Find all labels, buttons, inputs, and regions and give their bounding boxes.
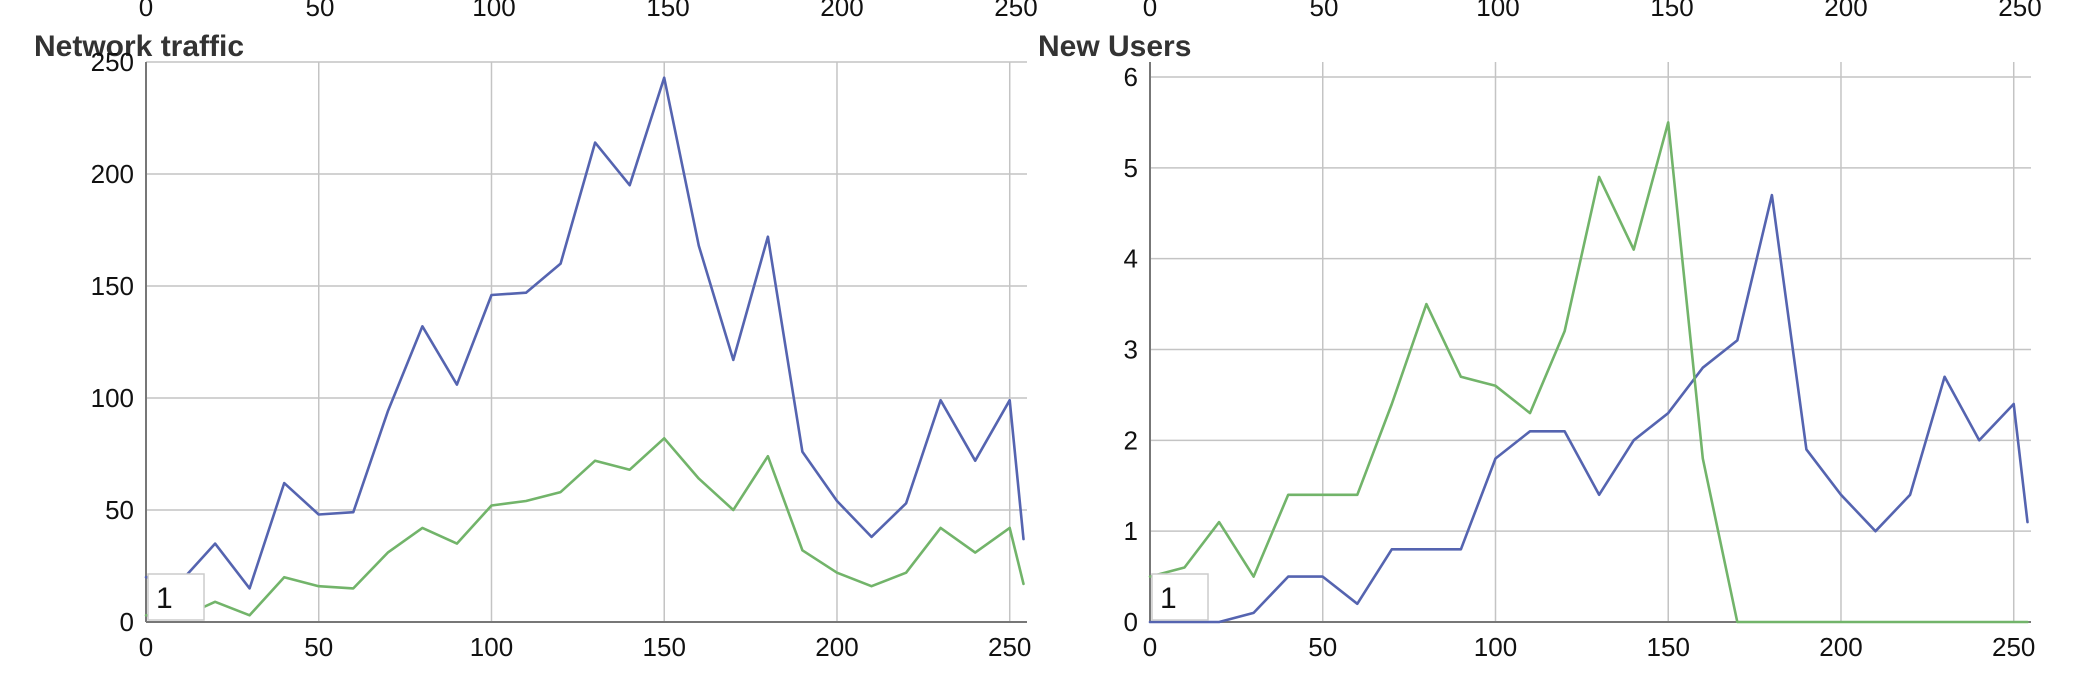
x-tick-label: 150 bbox=[643, 632, 686, 662]
top-x-tick-label: 200 bbox=[820, 0, 863, 22]
y-tick-label: 250 bbox=[91, 47, 134, 77]
axes bbox=[1149, 62, 2031, 623]
series-line-1 bbox=[144, 76, 1025, 590]
y-tick-label: 200 bbox=[91, 159, 134, 189]
legend-box bbox=[1151, 573, 1209, 621]
top-x-tick-label: 0 bbox=[1143, 0, 1157, 22]
x-tick-label: 250 bbox=[1992, 632, 2035, 662]
top-x-tick-label: 250 bbox=[994, 0, 1037, 22]
x-tick-label: 0 bbox=[1143, 632, 1157, 662]
y-tick-label: 1 bbox=[1124, 516, 1138, 546]
top-x-tick-label: 50 bbox=[306, 0, 335, 22]
x-tick-label: 50 bbox=[1308, 632, 1337, 662]
gridlines bbox=[146, 61, 1027, 622]
top-x-tick-label: 100 bbox=[472, 0, 515, 22]
top-x-tick-label: 50 bbox=[1310, 0, 1339, 22]
y-axis-ticks: 0 1 2 3 4 5 6 bbox=[1124, 62, 1138, 637]
x-axis-ticks: 0 50 100 150 200 250 bbox=[139, 632, 1032, 662]
network-traffic-chart: Network traffic 0 50 100 150 200 250 0 50 100 15… bbox=[34, 30, 1031, 662]
x-tick-label: 150 bbox=[1647, 632, 1690, 662]
x-tick-label: 200 bbox=[815, 632, 858, 662]
top-axis-right: 0 50 100 150 200 250 bbox=[1143, 0, 2042, 22]
chart-title: New Users bbox=[1038, 30, 1191, 63]
legend-label: 1 bbox=[1160, 582, 1177, 615]
x-tick-label: 0 bbox=[139, 632, 153, 662]
top-x-tick-label: 250 bbox=[1998, 0, 2041, 22]
axes bbox=[145, 62, 1027, 623]
x-tick-label: 200 bbox=[1819, 632, 1862, 662]
y-tick-label: 50 bbox=[105, 495, 134, 525]
y-axis-ticks: 0 50 100 150 200 250 bbox=[91, 47, 134, 637]
x-tick-label: 100 bbox=[470, 632, 513, 662]
y-tick-label: 4 bbox=[1124, 244, 1138, 274]
top-x-tick-label: 0 bbox=[139, 0, 153, 22]
top-x-tick-label: 100 bbox=[1476, 0, 1519, 22]
x-tick-label: 100 bbox=[1474, 632, 1517, 662]
series-lines bbox=[144, 76, 1025, 619]
legend: 1 bbox=[147, 573, 205, 621]
gridlines bbox=[1150, 62, 2031, 622]
chart-title: Network traffic bbox=[34, 30, 244, 63]
top-x-tick-label: 150 bbox=[646, 0, 689, 22]
y-tick-label: 100 bbox=[91, 383, 134, 413]
top-axis-left: 0 50 100 150 200 250 bbox=[139, 0, 1038, 22]
legend-label: 1 bbox=[156, 582, 173, 615]
series-line-2 bbox=[144, 436, 1025, 619]
x-tick-label: 50 bbox=[304, 632, 333, 662]
y-tick-label: 6 bbox=[1124, 62, 1138, 92]
y-tick-label: 150 bbox=[91, 271, 134, 301]
x-tick-label: 250 bbox=[988, 632, 1031, 662]
y-tick-label: 3 bbox=[1124, 335, 1138, 365]
legend: 1 bbox=[1151, 573, 1209, 621]
series-line-1 bbox=[1148, 193, 2029, 624]
y-tick-label: 0 bbox=[1124, 607, 1138, 637]
y-tick-label: 0 bbox=[120, 607, 134, 637]
legend-box bbox=[147, 573, 205, 621]
top-x-tick-label: 200 bbox=[1824, 0, 1867, 22]
y-tick-label: 2 bbox=[1124, 425, 1138, 455]
y-tick-label: 5 bbox=[1124, 153, 1138, 183]
series-lines bbox=[1148, 121, 2029, 624]
x-axis-ticks: 0 50 100 150 200 250 bbox=[1143, 632, 2036, 662]
top-x-tick-label: 150 bbox=[1650, 0, 1693, 22]
series-line-2 bbox=[1148, 121, 2029, 624]
